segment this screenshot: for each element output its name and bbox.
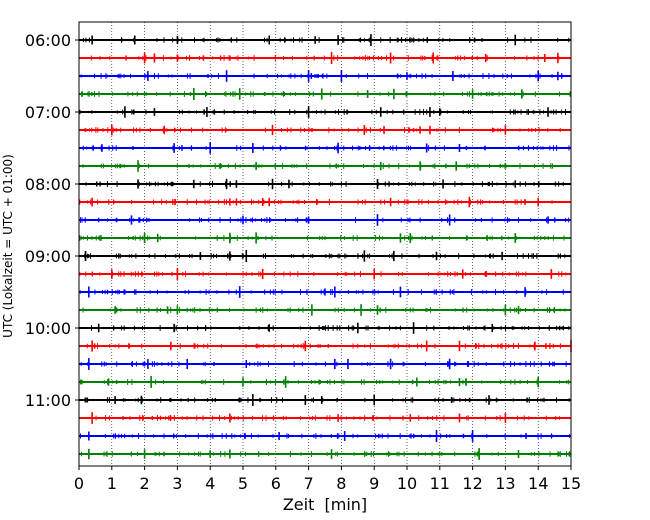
trace	[79, 88, 571, 100]
x-tick-label: 6	[271, 474, 281, 493]
trace	[79, 196, 571, 208]
x-tick-label: 1	[107, 474, 117, 493]
trace	[79, 394, 571, 406]
trace	[79, 142, 571, 154]
trace	[79, 160, 571, 172]
trace	[79, 430, 571, 442]
y-tick-label: 11:00	[25, 391, 71, 410]
trace	[79, 376, 571, 388]
x-tick-label: 9	[369, 474, 379, 493]
y-tick-label: 09:00	[25, 247, 71, 266]
trace	[78, 286, 571, 298]
trace	[79, 106, 571, 118]
trace	[79, 232, 571, 244]
x-axis-ticks: 0 1 2 3 4 5 6 7 8 9 10 11 12 13 14 15	[74, 466, 581, 493]
x-tick-label: 2	[140, 474, 150, 493]
trace	[79, 70, 571, 82]
x-tick-label: 5	[238, 474, 248, 493]
x-tick-label: 11	[430, 474, 450, 493]
x-tick-label: 7	[304, 474, 314, 493]
trace	[79, 124, 571, 136]
y-axis-ticks: 06:00 07:00 08:00 09:00 10:00 11:00	[25, 31, 79, 410]
trace	[79, 34, 571, 46]
plot-area-frame	[78, 21, 572, 467]
trace	[79, 250, 571, 262]
y-axis-label: UTC (Lokalzeit = UTC + 01:00)	[1, 154, 15, 338]
x-tick-label: 10	[397, 474, 417, 493]
trace	[79, 358, 571, 370]
trace	[79, 214, 571, 226]
y-tick-label: 10:00	[25, 319, 71, 338]
x-tick-label: 15	[561, 474, 581, 493]
x-tick-label: 12	[462, 474, 482, 493]
vertical-grid	[111, 22, 539, 466]
x-tick-label: 13	[495, 474, 515, 493]
trace	[79, 448, 571, 460]
y-tick-label: 08:00	[25, 175, 71, 194]
trace	[79, 412, 571, 424]
x-tick-label: 4	[205, 474, 215, 493]
trace	[79, 304, 571, 316]
x-axis-label: Zeit [min]	[283, 495, 367, 514]
trace	[79, 178, 571, 190]
trace	[79, 340, 572, 352]
x-tick-label: 8	[336, 474, 346, 493]
x-tick-label: 3	[172, 474, 182, 493]
trace	[79, 268, 571, 280]
seismic-traces	[78, 34, 572, 460]
y-tick-label: 07:00	[25, 103, 71, 122]
trace	[79, 322, 571, 334]
x-tick-label: 0	[74, 474, 84, 493]
trace	[79, 52, 571, 64]
y-tick-label: 06:00	[25, 31, 71, 50]
x-tick-label: 14	[528, 474, 548, 493]
